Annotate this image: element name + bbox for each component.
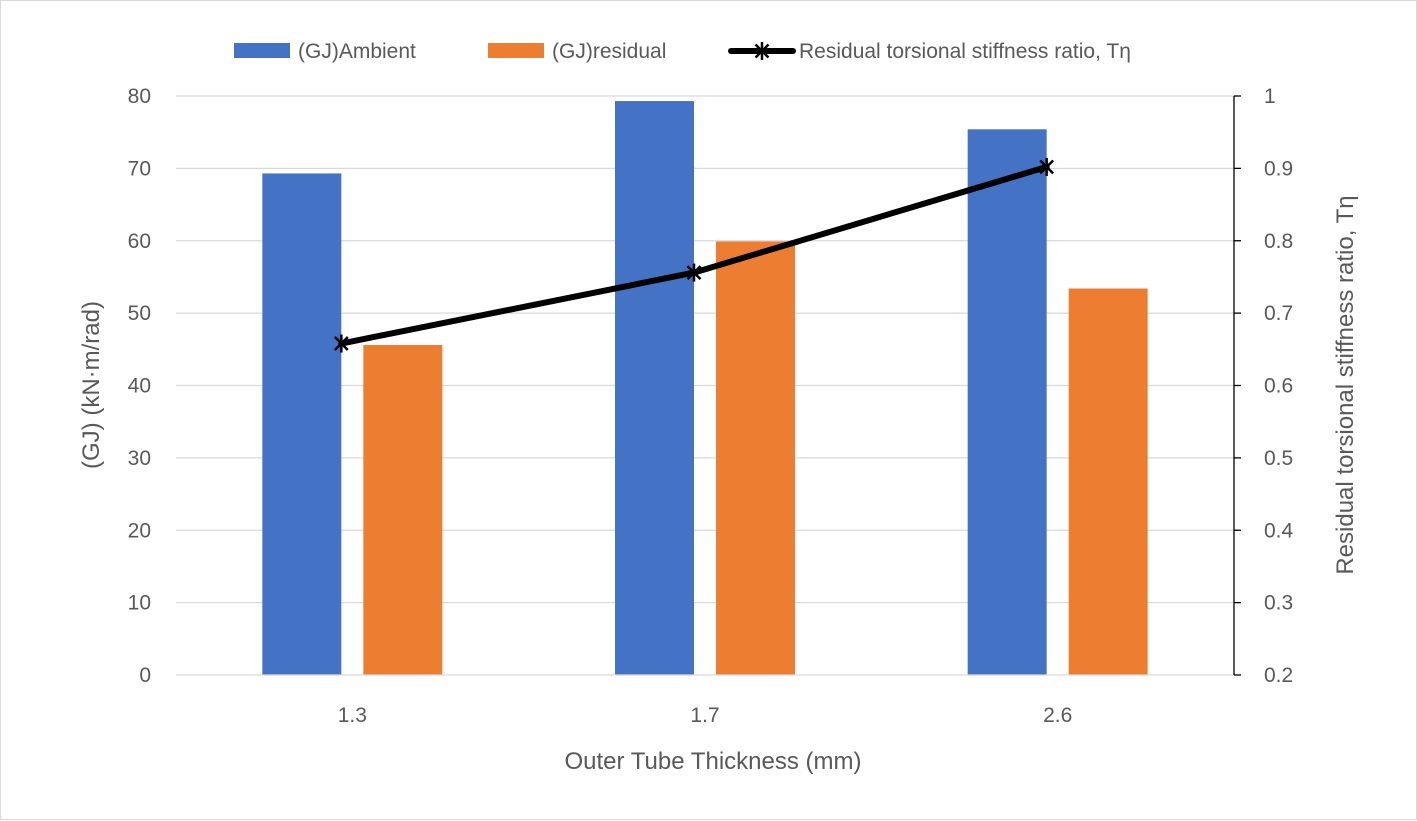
legend-item: (GJ)residual: [488, 40, 666, 63]
y-tick-label: 0: [139, 664, 151, 687]
y2-tick-label: 0.8: [1264, 230, 1293, 253]
ratio-marker: [686, 263, 702, 282]
legend-label: (GJ)residual: [552, 40, 666, 63]
y-tick-label: 70: [128, 157, 151, 180]
legend-swatch: [488, 43, 544, 58]
ratio-marker: [1039, 157, 1055, 176]
legend-swatch: [234, 43, 290, 58]
legend-item: Residual torsional stiffness ratio, Tη: [728, 40, 1131, 63]
ratio-marker: [333, 334, 349, 353]
y-axis-title: (GJ) (kN·m/rad): [78, 301, 105, 469]
bar-ambient: [262, 173, 342, 675]
bar-residual: [1068, 288, 1148, 675]
y2-tick-label: 0.5: [1264, 447, 1293, 470]
x-axis-ticks: 1.3 1.7 2.6: [338, 704, 1073, 727]
bar-residual: [716, 241, 795, 675]
y2-tick-label: 0.9: [1264, 157, 1293, 180]
y-tick-label: 80: [128, 85, 151, 108]
y2-tick-label: 0.2: [1264, 664, 1293, 687]
legend-marker: [754, 42, 770, 60]
y2-axis-ticks: 0.2 0.3 0.4 0.5 0.6 0.7 0.8 0.9 1: [1234, 85, 1294, 687]
y-tick-label: 30: [128, 447, 151, 470]
y2-tick-label: 0.3: [1264, 592, 1293, 615]
y2-tick-label: 0.6: [1264, 375, 1293, 398]
bar-ambient: [615, 101, 694, 675]
y-axis-ticks: 0 10 20 30 40 50 60 70 80: [128, 85, 151, 687]
bar-ambient: [967, 129, 1047, 676]
y2-tick-label: 0.4: [1264, 519, 1294, 542]
x-axis-title: Outer Tube Thickness (mm): [565, 748, 862, 775]
y-tick-label: 50: [128, 302, 151, 325]
legend-label: (GJ)Ambient: [298, 40, 416, 63]
bar-residual: [363, 344, 443, 675]
x-tick-label: 1.7: [690, 704, 719, 727]
line-series: [333, 157, 1055, 353]
x-tick-label: 1.3: [338, 704, 367, 727]
legend: (GJ)Ambient (GJ)residual Residual torsiona…: [234, 40, 1131, 63]
y2-axis-title: Residual torsional stiffness ratio, Tη: [1332, 195, 1359, 574]
y2-tick-label: 0.7: [1264, 302, 1293, 325]
y-tick-label: 20: [128, 519, 151, 542]
y2-tick-label: 1: [1264, 85, 1276, 108]
y-tick-label: 40: [128, 375, 151, 398]
legend-label: Residual torsional stiffness ratio, Tη: [799, 40, 1131, 63]
x-tick-label: 2.6: [1043, 704, 1072, 727]
gridlines: [176, 95, 1234, 604]
bar-series: [262, 101, 1148, 676]
legend-item: (GJ)Ambient: [234, 40, 416, 63]
y-tick-label: 60: [128, 230, 151, 253]
y-tick-label: 10: [128, 592, 151, 615]
